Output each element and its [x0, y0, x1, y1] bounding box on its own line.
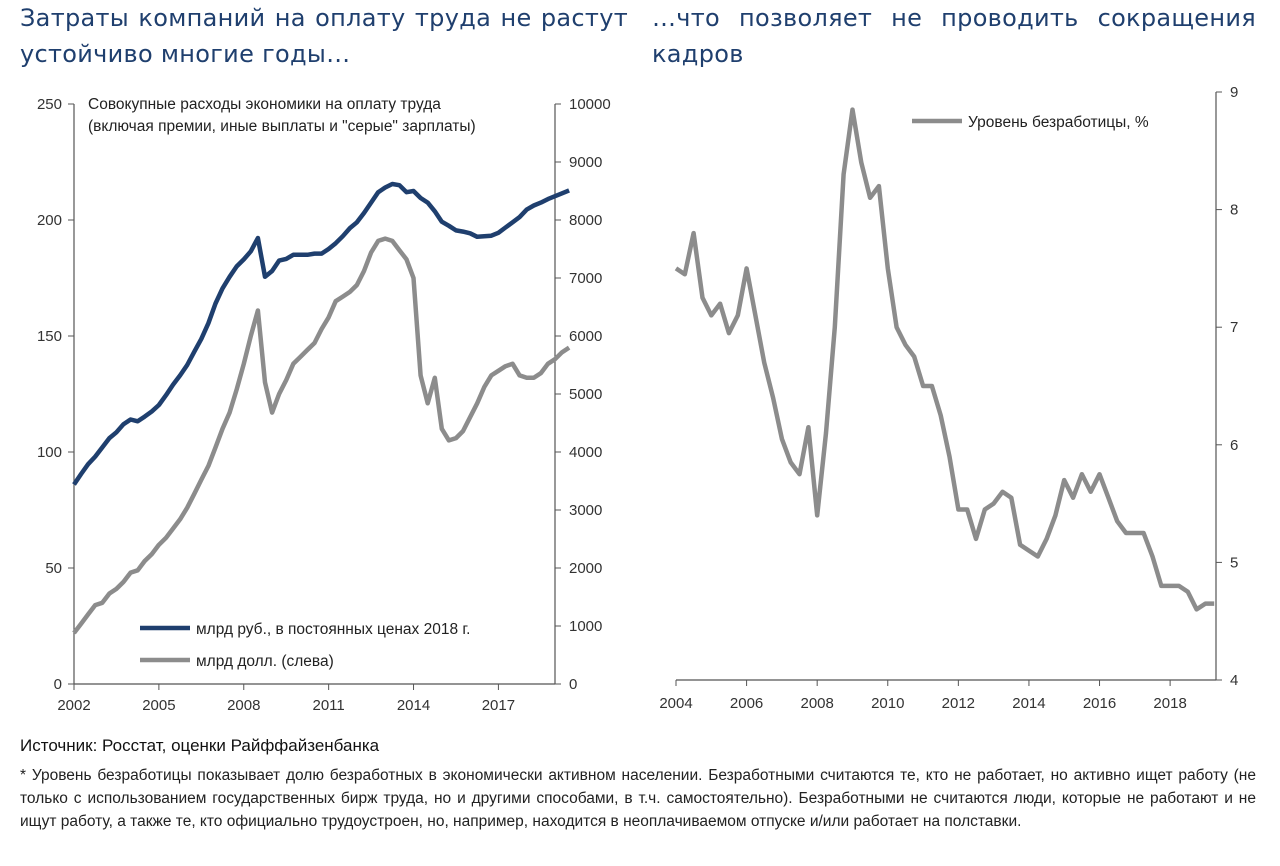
left-chart-y-right-ticks: 0 1000 2000 3000 4000 5000 6000 7000 8000 9000 100… — [555, 96, 611, 693]
left-chart-x-ticks: 2002 2005 2008 2011 2014 2017 — [57, 684, 515, 714]
y-right-tick-label: 0 — [569, 676, 577, 693]
left-chart: 0 50 100 150 200 250 0 1000 2000 3000 4000 5000 600… — [37, 96, 611, 714]
y-right-tick-label: 9000 — [569, 154, 602, 171]
x-tick-label: 2004 — [659, 695, 692, 712]
x-tick-label: 2005 — [142, 697, 175, 714]
x-tick-label: 2010 — [871, 695, 904, 712]
legend-label-rub: млрд руб., в постоянных ценах 2018 г. — [196, 621, 470, 638]
y-tick-label: 8 — [1230, 202, 1238, 219]
source-note: Источник: Росстат, оценки Райффайзенбанк… — [20, 736, 380, 755]
y-right-tick-label: 6000 — [569, 328, 602, 345]
chart-annotation-line1: Совокупные расходы экономики на оплату т… — [88, 96, 441, 113]
series-line-unemployment — [674, 107, 1215, 612]
y-left-tick-label: 0 — [54, 676, 62, 693]
y-right-tick-label: 2000 — [569, 560, 602, 577]
x-tick-label: 2011 — [313, 697, 345, 714]
y-left-tick-label: 50 — [45, 560, 62, 577]
x-tick-label: 2014 — [1012, 695, 1045, 712]
y-tick-label: 7 — [1230, 319, 1238, 336]
chart-annotation-line2: (включая премии, иные выплаты и "серые" … — [88, 118, 476, 135]
y-right-tick-label: 8000 — [569, 212, 602, 229]
x-tick-label: 2008 — [227, 697, 260, 714]
y-right-tick-label: 3000 — [569, 502, 602, 519]
x-tick-label: 2016 — [1083, 695, 1116, 712]
x-tick-label: 2017 — [482, 697, 515, 714]
y-right-tick-label: 1000 — [569, 618, 602, 635]
x-tick-label: 2018 — [1153, 695, 1186, 712]
y-right-tick-label: 10000 — [569, 96, 611, 113]
footnote: * Уровень безработицы показывает долю бе… — [20, 767, 1256, 830]
x-tick-label: 2014 — [397, 697, 430, 714]
y-left-tick-label: 200 — [37, 212, 62, 229]
y-left-tick-label: 100 — [37, 444, 62, 461]
x-tick-label: 2002 — [57, 697, 90, 714]
y-tick-label: 6 — [1230, 437, 1238, 454]
y-right-tick-label: 7000 — [569, 270, 602, 287]
legend-label-usd: млрд долл. (слева) — [196, 653, 334, 670]
y-tick-label: 5 — [1230, 554, 1238, 571]
series-line-usd — [72, 236, 571, 635]
y-left-tick-label: 150 — [37, 328, 62, 345]
y-right-tick-label: 5000 — [569, 386, 602, 403]
right-chart-y-ticks: 4 5 6 7 8 9 — [1216, 84, 1238, 689]
y-left-tick-label: 250 — [37, 96, 62, 113]
left-chart-y-left-ticks: 0 50 100 150 200 250 — [37, 96, 74, 693]
x-tick-label: 2012 — [942, 695, 975, 712]
headline-right: …что позволяет не проводить сокращения к… — [652, 4, 1256, 68]
y-right-tick-label: 4000 — [569, 444, 602, 461]
headline-left: Затраты компаний на оплату труда не раст… — [20, 4, 628, 68]
y-tick-label: 9 — [1230, 84, 1238, 101]
right-chart-x-ticks: 2004 2006 2008 2010 2012 2014 2016 2018 — [659, 680, 1187, 712]
x-tick-label: 2006 — [730, 695, 763, 712]
series-line-rub — [72, 181, 570, 486]
y-tick-label: 4 — [1230, 672, 1238, 689]
legend-label-unemployment: Уровень безработицы, % — [968, 114, 1149, 131]
x-tick-label: 2008 — [800, 695, 833, 712]
